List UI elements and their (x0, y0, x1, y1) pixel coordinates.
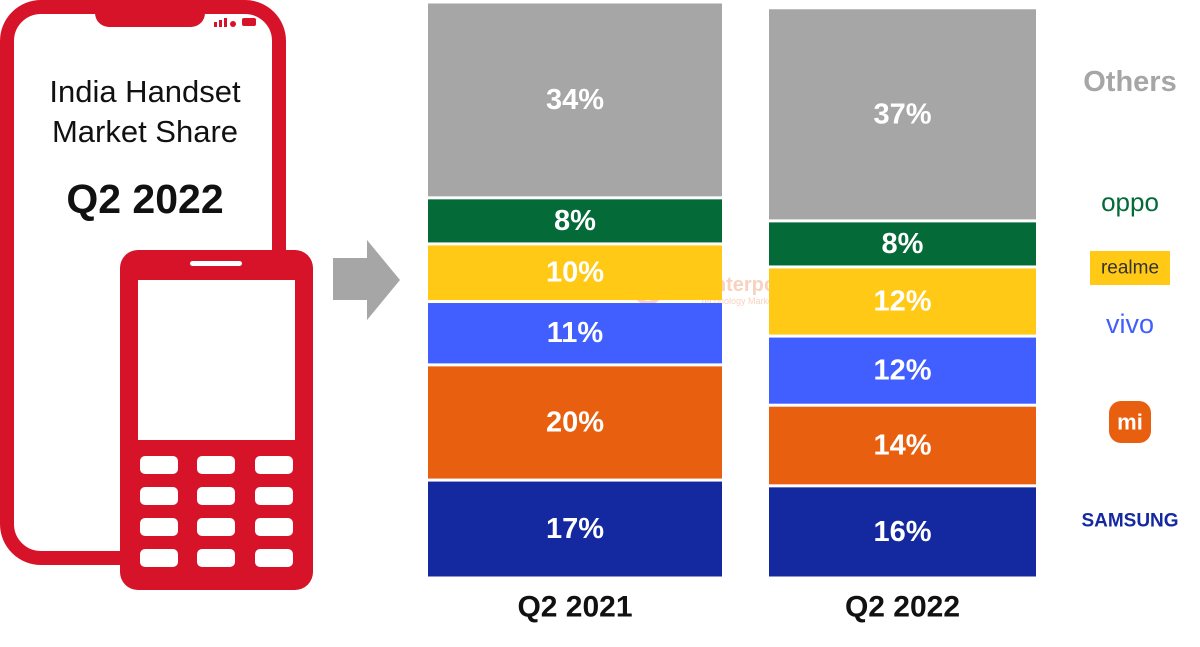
bar-segment (769, 268, 1036, 335)
arrow (333, 240, 400, 320)
watermark-subtitle: Technology Market Research (700, 296, 817, 306)
smartphone-notch (95, 7, 205, 27)
value-label: 10% (546, 257, 604, 289)
legend-swatch (1090, 251, 1170, 285)
x-tick-label: Q2 2021 (517, 591, 632, 624)
chart-subtitle: Q2 2022 (66, 176, 224, 222)
legend-swatch (1109, 401, 1151, 443)
legend-label: Others (1083, 66, 1176, 98)
value-label: 34% (546, 84, 604, 116)
bar-segment (428, 245, 722, 301)
value-label: 20% (546, 406, 604, 438)
bar-segment (769, 487, 1036, 577)
value-label: 11% (547, 317, 604, 349)
bar-segment (428, 3, 722, 197)
bar-segment (428, 199, 722, 243)
value-label: 8% (554, 205, 596, 237)
legend-label: vivo (1106, 309, 1154, 339)
keypad (140, 456, 293, 567)
speaker (190, 261, 242, 266)
phone-screen (138, 280, 295, 440)
bar-segment (769, 406, 1036, 485)
bar-segment (769, 337, 1036, 404)
value-label: 12% (873, 286, 931, 318)
value-label: 17% (546, 513, 604, 545)
legend-label: SAMSUNG (1081, 511, 1178, 532)
bar-segment (428, 303, 722, 364)
legend-label: oppo (1101, 187, 1159, 217)
bar-segment (428, 481, 722, 577)
value-label: 37% (873, 98, 931, 130)
legend-label: mi (1117, 410, 1143, 435)
x-tick-label: Q2 2022 (845, 591, 960, 624)
value-label: 16% (873, 516, 931, 548)
bar-segment (428, 366, 722, 479)
bar-segment (769, 9, 1036, 220)
legend-label: realme (1101, 258, 1159, 279)
chart-title: India Handset Market Share (49, 74, 241, 149)
value-label: 8% (882, 228, 924, 260)
bar-segment (769, 222, 1036, 266)
value-label: 12% (873, 355, 931, 387)
value-label: 14% (873, 430, 931, 462)
status-icons (214, 18, 256, 27)
